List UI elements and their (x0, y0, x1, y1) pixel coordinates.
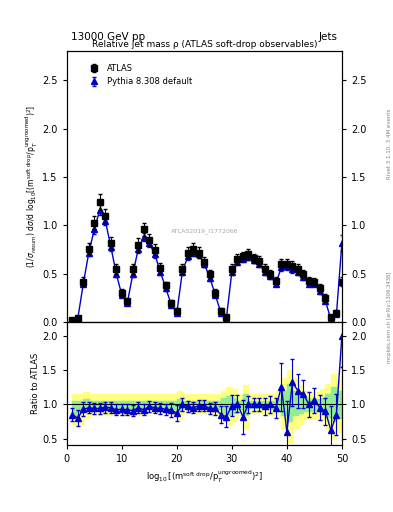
Y-axis label: Ratio to ATLAS: Ratio to ATLAS (31, 353, 40, 415)
Text: ATLAS2019_I1772066: ATLAS2019_I1772066 (171, 229, 238, 234)
Legend: ATLAS, Pythia 8.308 default: ATLAS, Pythia 8.308 default (85, 61, 196, 90)
X-axis label: $\log_{10}$[(m$^{\rm soft\ drop}$/p$_T^{\rm ungroomed}$)$^2$]: $\log_{10}$[(m$^{\rm soft\ drop}$/p$_T^{… (146, 468, 263, 485)
Text: 13000 GeV pp: 13000 GeV pp (71, 32, 145, 42)
Text: Jets: Jets (319, 32, 338, 42)
Title: Relative jet mass ρ (ATLAS soft-drop observables): Relative jet mass ρ (ATLAS soft-drop obs… (92, 40, 317, 49)
Y-axis label: $(1/\sigma_{resum})$ d$\sigma$/d log$_{10}$[(m$^{\rm soft\ drop}$/p$_T^{\rm ungr: $(1/\sigma_{resum})$ d$\sigma$/d log$_{1… (23, 105, 40, 268)
Text: Rivet 3.1.10, 3.4M events: Rivet 3.1.10, 3.4M events (387, 108, 392, 179)
Text: mcplots.cern.ch [arXiv:1306.3436]: mcplots.cern.ch [arXiv:1306.3436] (387, 272, 392, 363)
